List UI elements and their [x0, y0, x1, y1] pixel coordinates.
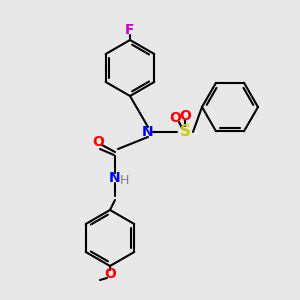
Text: O: O [92, 135, 104, 149]
Text: O: O [104, 267, 116, 281]
Text: N: N [109, 171, 121, 185]
Text: O: O [169, 111, 181, 125]
Text: S: S [179, 124, 191, 140]
Text: O: O [179, 109, 191, 123]
Text: H: H [119, 173, 129, 187]
Text: F: F [125, 23, 135, 37]
Text: N: N [142, 125, 154, 139]
